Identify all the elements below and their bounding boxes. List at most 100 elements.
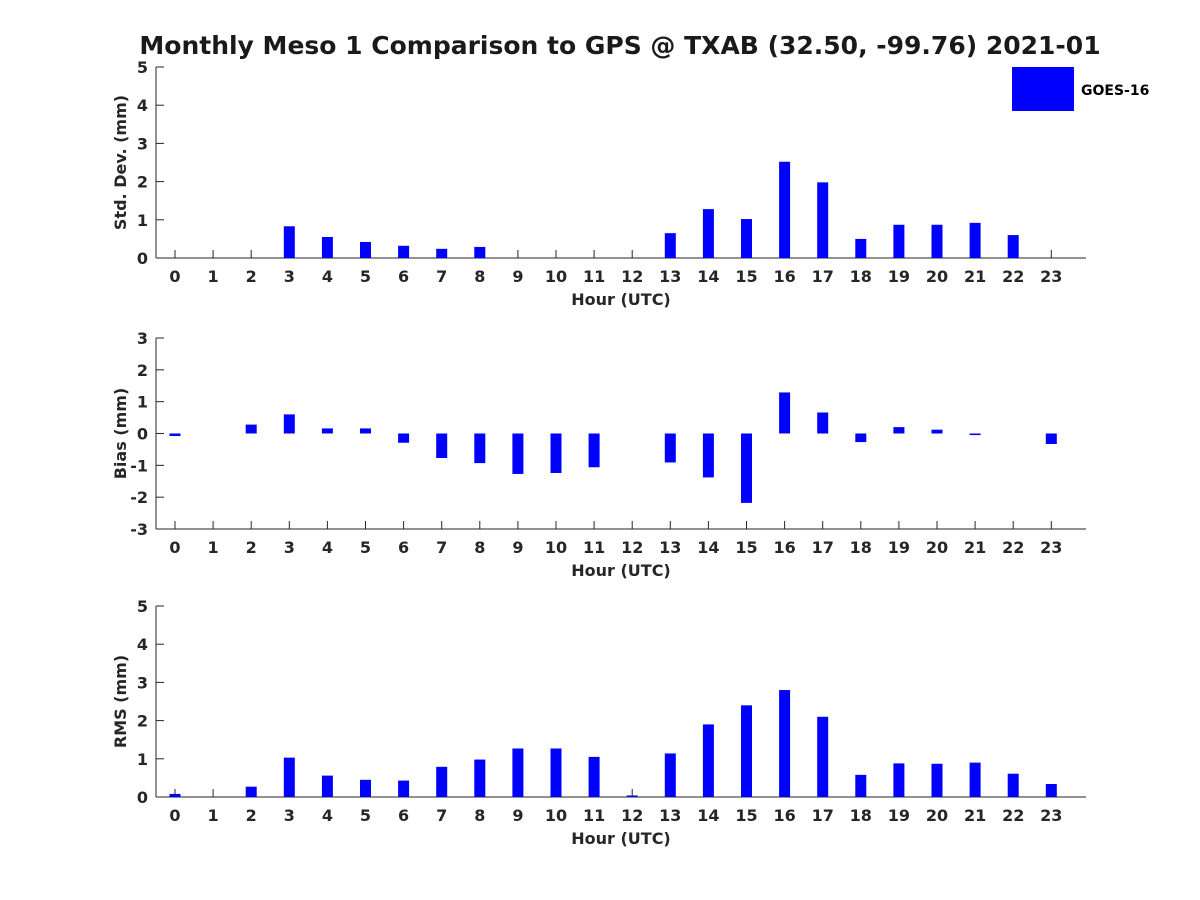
rms-x-tick-label: 10 — [545, 806, 567, 825]
stddev-x-tick-label: 3 — [284, 267, 295, 286]
stddev-bar-hour-16 — [779, 161, 791, 258]
stddev-y-tick-label: 1 — [137, 211, 148, 230]
bias-bar-hour-3 — [283, 414, 295, 434]
bias-bar-hour-16 — [779, 392, 791, 434]
stddev-x-tick-label: 23 — [1040, 267, 1062, 286]
rms-bar-hour-16 — [779, 690, 791, 797]
stddev-x-tick-label: 15 — [735, 267, 757, 286]
rms-x-tick-label: 19 — [888, 806, 910, 825]
bias-bar-hour-18 — [855, 433, 867, 443]
rms-bar-hour-19 — [893, 763, 905, 797]
stddev-x-tick-label: 10 — [545, 267, 567, 286]
bias-bar-hour-21 — [969, 433, 981, 436]
bias-bar-hour-0 — [169, 433, 181, 437]
stddev-x-tick-label: 2 — [246, 267, 257, 286]
rms-bar-hour-0 — [169, 793, 181, 797]
chart-title: Monthly Meso 1 Comparison to GPS @ TXAB … — [139, 31, 1100, 60]
rms-x-tick-label: 20 — [926, 806, 948, 825]
bias-x-tick-label: 10 — [545, 538, 567, 557]
rms-bar-hour-17 — [817, 716, 829, 797]
bias-bar-hour-11 — [588, 433, 600, 468]
stddev-x-tick-label: 19 — [888, 267, 910, 286]
rms-x-tick-label: 5 — [360, 806, 371, 825]
stddev-x-tick-label: 9 — [512, 267, 523, 286]
rms-y-tick-label: 3 — [137, 673, 148, 692]
stddev-x-tick-label: 7 — [436, 267, 447, 286]
stddev-y-tick-label: 4 — [137, 96, 148, 115]
rms-bar-hour-12 — [626, 795, 638, 797]
rms-x-tick-label: 7 — [436, 806, 447, 825]
bias-x-tick-label: 13 — [659, 538, 681, 557]
stddev-x-tick-label: 22 — [1002, 267, 1024, 286]
stddev-bar-hour-21 — [969, 222, 981, 258]
rms-x-tick-label: 9 — [512, 806, 523, 825]
bias-y-tick-label: 1 — [137, 393, 148, 412]
stddev-y-tick-label: 0 — [137, 249, 148, 268]
bias-y-tick-label: -1 — [130, 456, 148, 475]
bias-x-tick-label: 9 — [512, 538, 523, 557]
stddev-x-tick-label: 0 — [169, 267, 180, 286]
rms-x-tick-label: 23 — [1040, 806, 1062, 825]
rms-bar-hour-2 — [245, 786, 257, 797]
stddev-bar-hour-7 — [436, 248, 448, 258]
stddev-x-tick-label: 13 — [659, 267, 681, 286]
stddev-y-axis-label: Std. Dev. (mm) — [111, 95, 130, 230]
legend-swatch — [1012, 67, 1074, 111]
rms-bar-hour-7 — [436, 766, 448, 797]
rms-bar-hour-18 — [855, 774, 867, 797]
stddev-y-tick-label: 3 — [137, 134, 148, 153]
stddev-bar-hour-4 — [321, 236, 333, 258]
rms-x-tick-label: 21 — [964, 806, 986, 825]
stddev-bar-hour-15 — [741, 219, 752, 258]
bias-x-tick-label: 17 — [812, 538, 834, 557]
bias-bar-hour-2 — [245, 424, 257, 434]
bias-bar-hour-19 — [893, 427, 905, 434]
bias-x-tick-label: 11 — [583, 538, 605, 557]
rms-bar-hour-13 — [664, 753, 676, 797]
bias-x-tick-label: 12 — [621, 538, 643, 557]
rms-bar-hour-11 — [588, 756, 600, 797]
rms-x-tick-label: 1 — [208, 806, 219, 825]
bias-y-axis-label: Bias (mm) — [111, 388, 130, 480]
rms-x-tick-label: 3 — [284, 806, 295, 825]
rms-x-tick-label: 15 — [735, 806, 757, 825]
rms-x-tick-label: 13 — [659, 806, 681, 825]
rms-x-tick-label: 2 — [246, 806, 257, 825]
stddev-x-axis-label: Hour (UTC) — [571, 290, 671, 309]
stddev-x-tick-label: 14 — [697, 267, 719, 286]
rms-bar-hour-15 — [741, 705, 752, 797]
stddev-bar-hour-3 — [283, 226, 295, 258]
bias-bar-hour-5 — [360, 428, 371, 434]
stddev-x-tick-label: 20 — [926, 267, 948, 286]
rms-y-tick-label: 1 — [137, 750, 148, 769]
stddev-x-tick-label: 17 — [812, 267, 834, 286]
rms-y-axis-label: RMS (mm) — [111, 655, 130, 748]
legend: GOES-16 — [1012, 67, 1149, 111]
rms-y-tick-label: 2 — [137, 712, 148, 731]
bias-y-tick-label: -3 — [130, 520, 148, 539]
bias-bar-hour-17 — [817, 412, 829, 434]
stddev-bar-hour-17 — [817, 182, 829, 258]
bias-x-tick-label: 2 — [246, 538, 257, 557]
stddev-bar-hour-13 — [664, 233, 676, 258]
stddev-bar-hour-14 — [702, 209, 714, 258]
bias-x-tick-label: 19 — [888, 538, 910, 557]
bias-x-tick-label: 21 — [964, 538, 986, 557]
stddev-x-tick-label: 8 — [474, 267, 485, 286]
rms-x-tick-label: 6 — [398, 806, 409, 825]
stddev-bar-hour-8 — [474, 246, 486, 258]
bias-y-tick-label: 3 — [137, 329, 148, 348]
stddev-x-tick-label: 16 — [773, 267, 795, 286]
stddev-bar-hour-22 — [1007, 235, 1019, 258]
rms-bar-hour-22 — [1007, 773, 1019, 797]
bias-bar-hour-10 — [550, 433, 562, 473]
bias-bar-hour-13 — [664, 433, 676, 463]
rms-x-tick-label: 22 — [1002, 806, 1024, 825]
stddev-bar-hour-20 — [931, 224, 943, 258]
rms-x-tick-label: 8 — [474, 806, 485, 825]
rms-bar-hour-21 — [969, 762, 981, 797]
rms-bar-hour-9 — [512, 748, 524, 797]
rms-bar-hour-14 — [702, 724, 714, 797]
